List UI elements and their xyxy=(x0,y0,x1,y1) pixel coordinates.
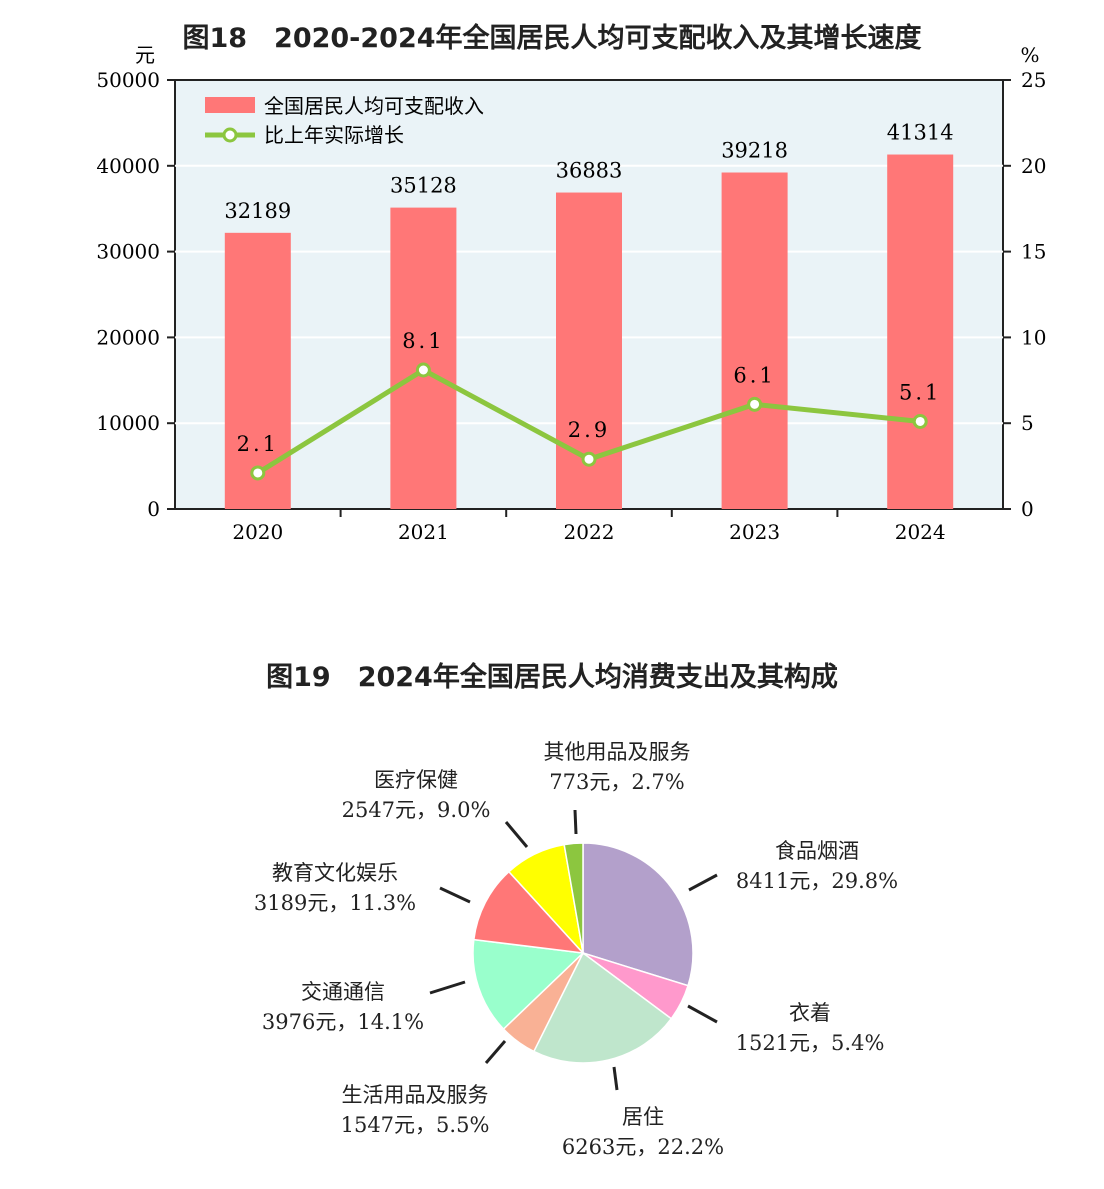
leader-lines xyxy=(429,809,718,1091)
growth-value-label: 2.9 xyxy=(568,418,610,442)
growth-value-label: 2.1 xyxy=(237,432,279,456)
x-tick-label: 2020 xyxy=(232,520,283,544)
chart-18-title: 图18 2020-2024年全国居民人均可支配收入及其增长速度 xyxy=(182,23,922,54)
growth-point xyxy=(581,451,597,467)
growth-point xyxy=(250,465,266,481)
pie-slice xyxy=(563,842,584,954)
y2-tick-label: 10 xyxy=(1021,325,1046,349)
y-tick-label: 20000 xyxy=(96,325,160,349)
income-bar xyxy=(721,172,788,509)
pie-label-food: 食品烟酒 8411元，29.8% xyxy=(735,839,899,893)
pie-slice xyxy=(532,951,673,1064)
bar-line-chart: 0 10000 20000 30000 40000 50000 0 5 10 15 20 25 2020… xyxy=(96,43,1046,544)
growth-value-label: 8.1 xyxy=(402,329,444,353)
y-tick-label: 0 xyxy=(147,497,160,521)
pie-slice xyxy=(582,842,694,987)
pie-slice xyxy=(502,952,584,1053)
pie-label-transport: 交通通信 3976元，14.1% xyxy=(261,980,425,1034)
growth-value-label: 6.1 xyxy=(733,363,775,387)
pie-label-daily-goods: 生活用品及服务 1547元，5.5% xyxy=(340,1083,490,1137)
pie-slice xyxy=(582,952,689,1020)
bar-value-label: 36883 xyxy=(556,159,623,183)
growth-point xyxy=(415,362,431,378)
x-tick-label: 2023 xyxy=(729,520,780,544)
x-tick-label: 2022 xyxy=(564,520,615,544)
pie-slice xyxy=(472,938,585,1031)
y2-tick-label: 15 xyxy=(1021,240,1046,264)
pie-label-education: 教育文化娱乐 3189元，11.3% xyxy=(253,861,417,915)
pie-label-clothing: 衣着 1521元，5.4% xyxy=(735,1001,885,1055)
y-axis-label: 元 xyxy=(135,43,155,67)
y2-axis-label: % xyxy=(1020,43,1039,67)
growth-point xyxy=(912,413,928,429)
y-tick-label: 40000 xyxy=(96,154,160,178)
pie-label-housing: 居住 6263元，22.2% xyxy=(561,1105,725,1159)
x-tick-label: 2024 xyxy=(895,520,946,544)
y2-tick-label: 20 xyxy=(1021,154,1046,178)
y2-tick-label: 5 xyxy=(1021,411,1034,435)
growth-value-label: 5.1 xyxy=(899,380,941,404)
y-tick-label: 30000 xyxy=(96,240,160,264)
bar-value-label: 35128 xyxy=(390,174,457,198)
pie-label-health: 医疗保健 2547元，9.0% xyxy=(341,768,491,822)
legend-bar-swatch xyxy=(205,97,255,113)
y2-tick-label: 0 xyxy=(1021,497,1034,521)
legend-bar-label: 全国居民人均可支配收入 xyxy=(264,94,484,118)
income-bar xyxy=(390,207,457,510)
bar-value-label: 41314 xyxy=(887,121,954,145)
pie-slice xyxy=(507,843,585,956)
pie-label-other: 其他用品及服务 773元，2.7% xyxy=(543,740,691,794)
y-tick-label: 10000 xyxy=(96,411,160,435)
bar-value-label: 32189 xyxy=(224,199,291,223)
bar-value-label: 39218 xyxy=(721,139,788,163)
income-bar xyxy=(887,154,954,509)
legend-line-label: 比上年实际增长 xyxy=(264,123,404,147)
income-bar xyxy=(224,232,291,510)
pie-slice xyxy=(472,870,585,954)
y2-tick-label: 25 xyxy=(1021,68,1046,92)
growth-point xyxy=(747,396,763,412)
x-tick-label: 2021 xyxy=(398,520,449,544)
y-tick-label: 50000 xyxy=(96,68,160,92)
chart-19-title: 图19 2024年全国居民人均消费支出及其构成 xyxy=(266,662,838,693)
